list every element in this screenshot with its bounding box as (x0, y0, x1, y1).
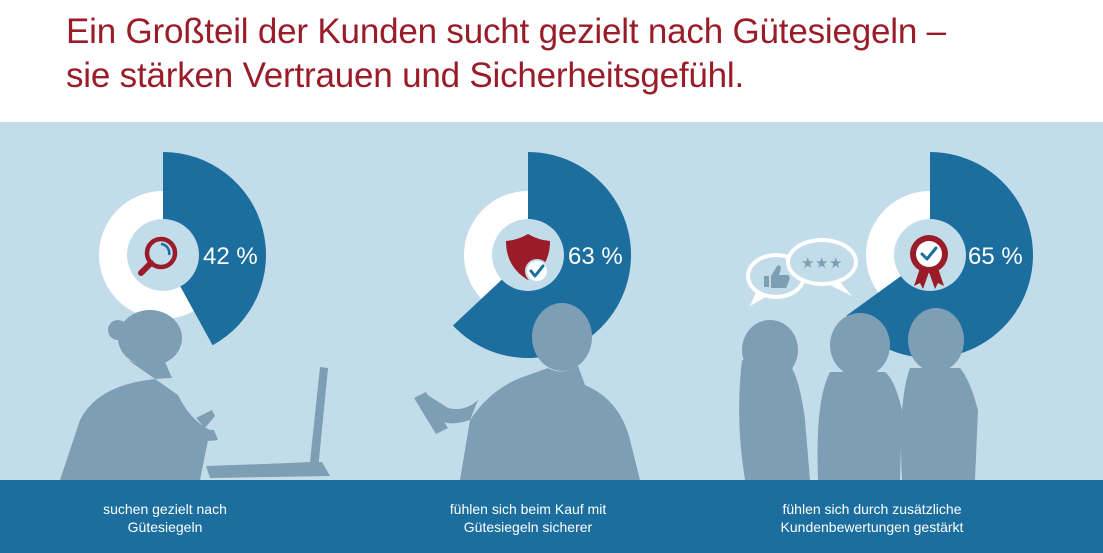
man-tablet-silhouette (414, 303, 640, 480)
percent-label-3: 65 % (968, 243, 1023, 270)
title-line-2: sie stärken Vertrauen und Sicherheitsgef… (66, 56, 745, 95)
stat-group-3: 65 % ★ ★ ★ (739, 152, 1033, 480)
women-group-silhouette (739, 308, 978, 480)
stat-group-2: 63 % (414, 152, 640, 480)
title-line-1: Ein Großteil der Kunden sucht gezielt na… (66, 12, 946, 51)
caption-1-line-1: suchen gezielt nach (103, 501, 227, 517)
caption-2: fühlen sich beim Kauf mit Gütesiegeln si… (388, 500, 668, 536)
caption-3-line-2: Kundenbewertungen gestärkt (780, 519, 964, 535)
caption-3: fühlen sich durch zusätzliche Kundenbewe… (732, 500, 1012, 536)
svg-text:★: ★ (829, 254, 842, 272)
stat-group-1: 42 % (60, 152, 330, 480)
award-badge-icon (910, 235, 948, 289)
percent-label-2: 63 % (568, 243, 623, 270)
svg-text:★: ★ (815, 254, 828, 272)
caption-3-line-1: fühlen sich durch zusätzliche (782, 501, 962, 517)
icon-disc-1 (127, 219, 199, 291)
header-band (0, 0, 1103, 122)
caption-band (0, 480, 1103, 553)
caption-1-line-2: Gütesiegeln (127, 519, 203, 535)
svg-text:★: ★ (801, 254, 814, 272)
caption-2-line-2: Gütesiegeln sicherer (463, 519, 593, 535)
donut-segment-1 (163, 152, 267, 346)
stars-icon: ★ ★ ★ (801, 254, 842, 272)
caption-2-line-1: fühlen sich beim Kauf mit (449, 501, 607, 517)
woman-laptop-silhouette (60, 310, 330, 480)
shield-check-icon (506, 234, 550, 283)
magnifier-icon (138, 236, 178, 276)
stars-bubble: ★ ★ ★ (786, 238, 858, 296)
percent-label-1: 42 % (203, 243, 258, 270)
thumbs-up-icon (764, 265, 790, 288)
caption-1: suchen gezielt nach Gütesiegeln (25, 500, 305, 536)
page-title: Ein Großteil der Kunden sucht gezielt na… (66, 10, 1076, 98)
